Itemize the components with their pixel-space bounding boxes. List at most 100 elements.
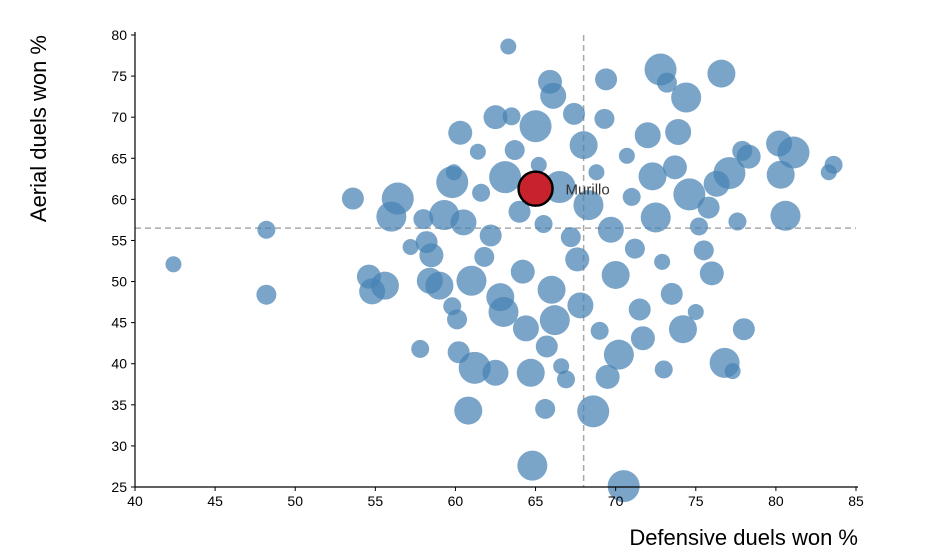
- data-points: [165, 38, 843, 503]
- data-point: [563, 102, 586, 125]
- data-point: [534, 215, 553, 234]
- highlight-point: [517, 170, 554, 207]
- data-point: [413, 209, 434, 230]
- highlight-label: Murillo: [566, 182, 610, 199]
- data-point: [662, 155, 687, 180]
- data-point: [381, 182, 414, 215]
- data-point: [699, 261, 724, 286]
- data-point: [512, 315, 539, 342]
- y-tick-label: 70: [111, 109, 127, 125]
- x-tick-label: 45: [207, 493, 223, 509]
- data-point: [474, 246, 495, 267]
- data-point: [517, 450, 548, 481]
- data-point: [402, 239, 419, 256]
- data-point: [488, 296, 519, 327]
- data-point: [565, 247, 590, 272]
- data-point: [595, 68, 618, 91]
- data-point: [519, 110, 552, 143]
- data-point: [425, 271, 454, 300]
- data-point: [500, 38, 517, 55]
- data-point: [660, 282, 683, 305]
- data-point: [504, 140, 525, 161]
- data-point: [445, 164, 462, 181]
- data-point: [732, 318, 755, 341]
- data-point: [766, 160, 795, 189]
- data-point: [419, 243, 444, 268]
- x-tick-label: 85: [848, 493, 864, 509]
- data-point: [597, 216, 624, 243]
- data-point: [577, 395, 610, 428]
- data-point: [603, 339, 634, 370]
- x-tick-label: 65: [528, 493, 544, 509]
- data-point: [482, 359, 509, 386]
- data-point: [257, 220, 276, 239]
- data-point: [687, 303, 704, 320]
- x-tick-label: 55: [368, 493, 384, 509]
- y-tick-label: 40: [111, 356, 127, 372]
- x-tick-label: 60: [448, 493, 464, 509]
- data-point: [479, 224, 502, 247]
- data-point: [707, 59, 736, 88]
- x-tick-label: 70: [608, 493, 624, 509]
- data-point: [256, 284, 277, 305]
- data-point: [624, 238, 645, 259]
- data-point: [668, 315, 697, 344]
- data-point: [728, 212, 747, 231]
- data-point: [601, 260, 630, 289]
- data-point: [770, 200, 801, 231]
- data-point: [590, 321, 609, 340]
- data-point: [671, 82, 702, 113]
- data-point: [656, 72, 677, 93]
- data-point: [618, 147, 635, 164]
- data-point: [777, 136, 810, 169]
- data-point: [540, 82, 567, 109]
- data-point: [628, 298, 651, 321]
- data-point: [634, 122, 661, 149]
- data-point: [713, 157, 746, 190]
- data-point: [630, 326, 655, 351]
- data-point: [654, 253, 671, 270]
- highlighted-player: Murillo: [517, 170, 610, 207]
- data-point: [588, 164, 605, 181]
- data-point: [450, 209, 477, 236]
- data-point: [469, 143, 486, 160]
- y-tick-label: 50: [111, 274, 127, 290]
- x-tick-label: 50: [287, 493, 303, 509]
- data-point: [539, 305, 570, 336]
- data-point: [489, 161, 522, 194]
- data-point: [483, 105, 508, 130]
- data-point: [697, 196, 720, 219]
- data-point: [736, 144, 761, 169]
- data-point: [654, 360, 673, 379]
- data-point: [569, 131, 598, 160]
- y-tick-label: 25: [111, 479, 127, 495]
- data-point: [724, 363, 741, 380]
- data-point: [508, 200, 531, 223]
- y-tick-label: 45: [111, 315, 127, 331]
- data-point: [370, 271, 399, 300]
- data-point: [516, 358, 545, 387]
- data-point: [458, 351, 491, 384]
- y-tick-label: 65: [111, 150, 127, 166]
- x-tick-label: 40: [127, 493, 143, 509]
- y-tick-label: 30: [111, 438, 127, 454]
- data-point: [573, 190, 604, 221]
- data-point: [535, 398, 556, 419]
- data-point: [411, 339, 430, 358]
- data-point: [535, 335, 558, 358]
- data-point: [448, 120, 473, 145]
- data-point: [665, 118, 692, 145]
- y-tick-label: 80: [111, 27, 127, 43]
- data-point: [594, 108, 615, 129]
- x-axis-title: Defensive duels won %: [629, 525, 858, 550]
- x-tick-label: 80: [768, 493, 784, 509]
- data-point: [165, 256, 182, 273]
- data-point: [824, 155, 843, 174]
- data-point: [456, 265, 487, 296]
- x-tick-label: 75: [688, 493, 704, 509]
- y-tick-label: 60: [111, 191, 127, 207]
- y-tick-label: 35: [111, 397, 127, 413]
- data-point: [502, 107, 521, 126]
